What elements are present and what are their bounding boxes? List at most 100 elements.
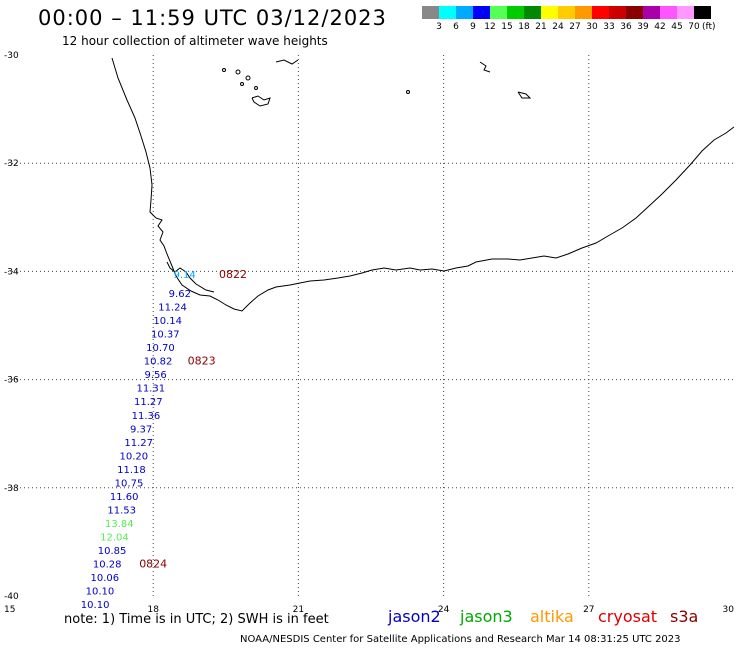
- wave-height-label: 10.06: [90, 573, 119, 584]
- longitude-label: 24: [438, 605, 450, 615]
- wave-height-label: 10.37: [151, 330, 180, 341]
- colorbar-swatch: [575, 6, 592, 19]
- wave-height-label: 10.20: [120, 451, 149, 462]
- wave-height-label: 9.56: [144, 370, 166, 381]
- wave-height-label: 12.04: [100, 532, 129, 543]
- colorbar-tick-label: 36: [620, 22, 632, 32]
- wave-height-label: 10.28: [93, 560, 122, 571]
- wave-height-observations: 9.14 9.62 11.24 10.14 10.37 10.70 10.82 9.56 11.…: [81, 270, 196, 611]
- colorbar-tick-label: 30: [586, 22, 598, 32]
- pass-time-labels: 0822 0823 0824: [139, 268, 247, 570]
- longitude-label: 18: [147, 605, 159, 615]
- colorbar-swatch: [677, 6, 694, 19]
- colorbar-tick-label: 15: [501, 22, 513, 32]
- colorbar-tick-label: 45: [671, 22, 683, 32]
- colorbar-tick-label: 42: [654, 22, 666, 32]
- footer-note: note: 1) Time is in UTC; 2) SWH is in fe…: [64, 612, 329, 627]
- colorbar-tick-label: 33: [603, 22, 615, 32]
- wave-height-label: 10.10: [86, 587, 115, 598]
- wave-height-label: 9.37: [130, 424, 152, 435]
- colorbar-tick-label: 9: [470, 22, 476, 32]
- colorbar-swatch: [694, 6, 711, 19]
- colorbar-tick-label: 12: [484, 22, 496, 32]
- wave-height-label: 11.31: [136, 384, 165, 395]
- island-shape: [251, 95, 271, 107]
- island-shape: [517, 91, 532, 99]
- longitude-label: 21: [293, 605, 304, 615]
- colorbar-swatch: [626, 6, 643, 19]
- island-shape: [254, 86, 258, 90]
- graticule: [8, 55, 734, 596]
- satellite-name-jason3: jason3: [460, 607, 513, 626]
- colorbar-swatch: [507, 6, 524, 19]
- colorbar-tick-label: 70: [688, 22, 700, 32]
- wave-height-label: 10.70: [146, 343, 175, 354]
- colorbar-swatch: [541, 6, 558, 19]
- footer-credit: NOAA/NESDIS Center for Satellite Applica…: [240, 634, 681, 645]
- longitude-label: 27: [583, 605, 594, 615]
- satellite-name-s3a: s3a: [670, 607, 699, 626]
- island-shape: [240, 82, 244, 86]
- colorbar-swatch: [592, 6, 609, 19]
- latitude-label: -30: [4, 51, 19, 61]
- wave-height-label: 11.60: [110, 492, 139, 503]
- latitude-label: -40: [4, 592, 19, 602]
- colorbar-swatch: [490, 6, 507, 19]
- pass-time-label: 0822: [219, 268, 247, 281]
- latitude-label: -34: [4, 267, 19, 277]
- wave-height-label: 9.14: [174, 270, 196, 281]
- colorbar-tick-label: 6: [453, 22, 459, 32]
- pass-time-label: 0823: [188, 355, 216, 368]
- wave-height-label: 11.27: [134, 397, 163, 408]
- wave-height-label: 10.75: [115, 478, 144, 489]
- wave-height-label: 11.27: [124, 438, 153, 449]
- island-shape: [245, 75, 251, 81]
- wave-height-label: 10.10: [81, 600, 110, 611]
- wave-height-label: 13.84: [105, 519, 134, 530]
- wave-height-label: 10.14: [153, 316, 182, 327]
- colorbar-swatch: [524, 6, 541, 19]
- wave-height-label: 10.85: [98, 546, 127, 557]
- coastline: [111, 57, 735, 312]
- latitude-label: -36: [4, 376, 19, 386]
- wave-height-label: 10.82: [144, 357, 173, 368]
- longitude-label: 15: [4, 605, 15, 615]
- longitude-label: 30: [723, 605, 735, 615]
- colorbar-swatch: [643, 6, 660, 19]
- colorbar-unit: (ft): [702, 22, 716, 32]
- pass-time-label: 0824: [139, 558, 167, 571]
- island-shape: [222, 68, 226, 72]
- colorbar-swatch: [660, 6, 677, 19]
- colorbar-tick-label: 27: [569, 22, 581, 32]
- satellite-name-jason2: jason2: [388, 607, 441, 626]
- colorbar-swatch: [609, 6, 626, 19]
- colorbar-tick-label: 3: [436, 22, 442, 32]
- map-title: 00:00 – 11:59 UTC 03/12/2023: [38, 6, 387, 30]
- cape-peninsula-outline: [166, 261, 215, 293]
- colorbar-swatch: [439, 6, 456, 19]
- wave-height-label: 11.24: [158, 303, 187, 314]
- wave-height-label: 9.62: [169, 289, 191, 300]
- satellite-name-altika: altika: [530, 607, 574, 626]
- colorbar-tick-label: 21: [535, 22, 547, 32]
- axis-labels: -30 -32 -34 -36 -38 -40 15 18 21 24 27 30: [4, 51, 734, 615]
- colorbar-tick-label: 24: [552, 22, 564, 32]
- island-shape: [479, 61, 491, 73]
- island-shape: [235, 69, 241, 75]
- latitude-label: -32: [4, 159, 19, 169]
- colorbar-swatch: [422, 6, 439, 19]
- satellite-name-cryosat: cryosat: [598, 607, 658, 626]
- island-shape: [406, 90, 410, 94]
- colorbar-swatch: [456, 6, 473, 19]
- colorbar-swatch: [473, 6, 490, 19]
- map-subtitle: 12 hour collection of altimeter wave hei…: [62, 34, 328, 48]
- wave-height-label: 11.18: [117, 465, 146, 476]
- island-shape: [275, 59, 299, 65]
- colorbar-tick-label: 18: [518, 22, 530, 32]
- south-africa-coastline: [111, 57, 735, 312]
- colorbar-swatch: [558, 6, 575, 19]
- colorbar-tick-label: 39: [637, 22, 649, 32]
- latitude-label: -38: [4, 484, 19, 494]
- wave-height-label: 11.53: [107, 505, 136, 516]
